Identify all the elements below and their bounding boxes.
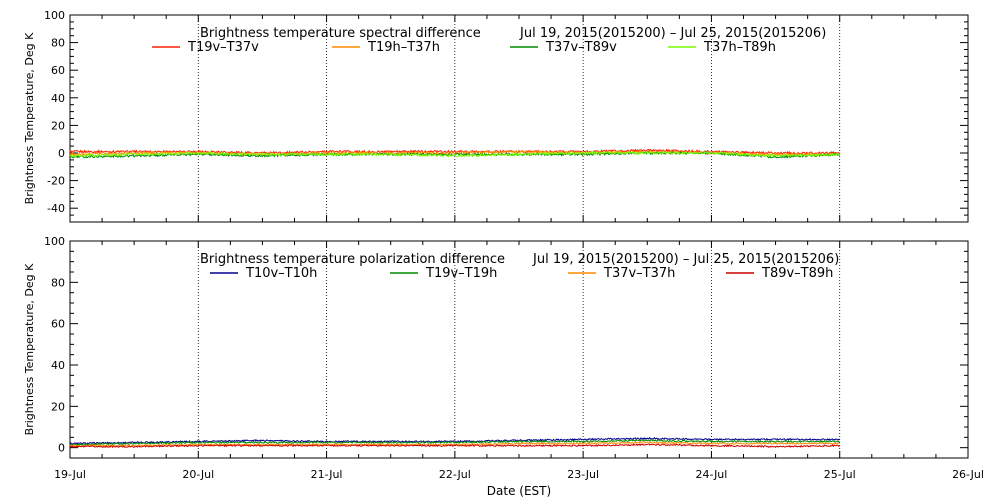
- y-tick-label: 40: [51, 92, 65, 105]
- x-axis-label: Date (EST): [487, 484, 551, 498]
- y-tick-label: 100: [44, 9, 65, 22]
- legend-label: T19h–T37h: [367, 40, 440, 55]
- series-line: [70, 439, 840, 446]
- x-tick-label: 19-Jul: [54, 468, 86, 481]
- y-tick-label: 40: [51, 359, 65, 372]
- x-tick-label: 26-Jul: [952, 468, 984, 481]
- x-tick-label: 21-Jul: [311, 468, 343, 481]
- x-tick-label: 22-Jul: [439, 468, 471, 481]
- y-tick-label: 80: [51, 37, 65, 50]
- y-tick-label: 60: [51, 318, 65, 331]
- chart-title: Brightness temperature polarization diff…: [200, 252, 505, 267]
- series-line: [69, 436, 840, 445]
- series-line: [69, 150, 840, 158]
- chart-date-range: Jul 19, 2015(2015200) – Jul 25, 2015(201…: [519, 26, 826, 41]
- series-line: [69, 443, 841, 449]
- y-tick-label: 100: [44, 235, 65, 248]
- legend-label: T19v–T37v: [187, 40, 259, 55]
- legend-label: T37v–T37h: [603, 266, 675, 281]
- legend-label: T10v–T10h: [245, 266, 317, 281]
- y-tick-label: 0: [58, 442, 65, 455]
- x-tick-label: 23-Jul: [567, 468, 599, 481]
- y-tick-label: 80: [51, 276, 65, 289]
- legend-label: T19v–T19h: [425, 266, 497, 281]
- y-tick-label: -20: [47, 175, 65, 188]
- y-tick-label: 20: [51, 119, 65, 132]
- x-tick-label: 24-Jul: [695, 468, 727, 481]
- y-axis-label: Brightness Temperature, Deg K: [23, 263, 36, 435]
- y-axis-label: Brightness Temperature, Deg K: [23, 32, 36, 204]
- y-tick-label: 0: [58, 147, 65, 160]
- chart-title: Brightness temperature spectral differen…: [200, 26, 481, 41]
- legend-label: T37h–T89h: [703, 40, 776, 55]
- x-tick-label: 25-Jul: [824, 468, 856, 481]
- legend-label: T37v–T89v: [545, 40, 617, 55]
- x-tick-label: 20-Jul: [182, 468, 214, 481]
- legend-label: T89v–T89h: [761, 266, 833, 281]
- y-tick-label: 60: [51, 64, 65, 77]
- y-tick-label: 20: [51, 400, 65, 413]
- y-tick-label: -40: [47, 202, 65, 215]
- chart-date-range: Jul 19, 2015(2015200) – Jul 25, 2015(201…: [532, 252, 839, 267]
